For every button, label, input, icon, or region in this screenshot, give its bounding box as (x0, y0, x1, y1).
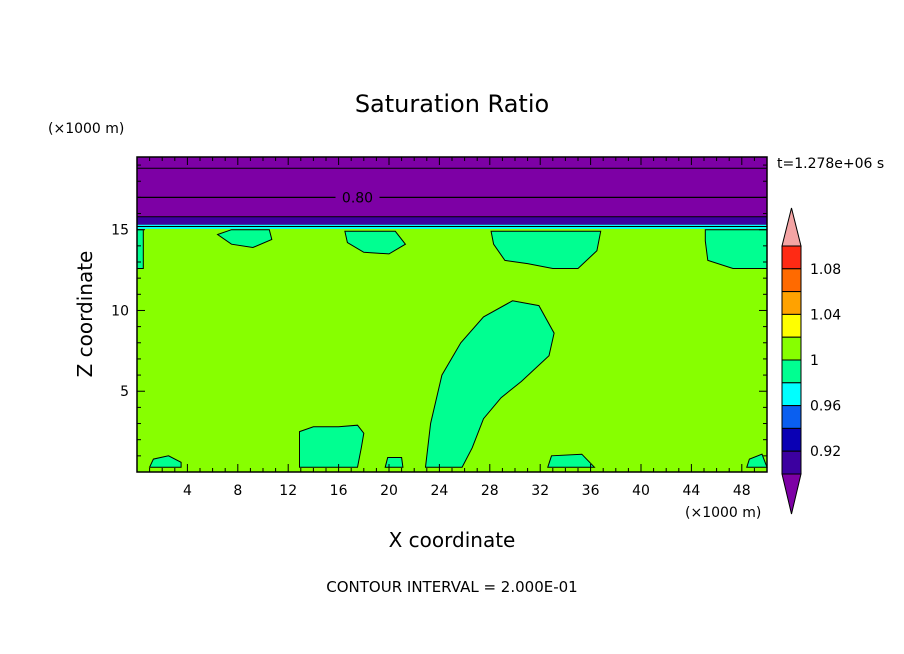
colorbar-bin (781, 245, 802, 270)
x-tick-label: 4 (183, 483, 192, 499)
region-upper-2 (344, 230, 407, 255)
colorbar-bin (781, 382, 802, 407)
time-label: t=1.278e+06 s (777, 156, 884, 172)
x-tick-label: 44 (682, 483, 700, 499)
colorbar-bin (781, 268, 802, 293)
layer-1 (137, 216, 767, 225)
y-unit-label: (×1000 m) (48, 121, 124, 137)
region-low-cell (299, 424, 365, 468)
colorbar-label: 0.96 (810, 399, 841, 415)
x-axis-label: X coordinate (389, 528, 516, 552)
x-unit-label: (×1000 m) (685, 505, 761, 521)
y-axis-ticks: 5 10 15 (111, 164, 767, 457)
colorbar-bin (781, 291, 802, 315)
x-tick-label: 32 (531, 483, 549, 499)
y-tick-label: 5 (120, 384, 129, 400)
region-bottom-4 (384, 457, 404, 468)
colorbar-label: 1.08 (810, 262, 841, 278)
contour-interval-note: CONTOUR INTERVAL = 2.000E-01 (326, 578, 577, 596)
colorbar-over-arrow (781, 207, 802, 247)
y-tick-label: 10 (111, 303, 129, 319)
contour-label: 0.80 (342, 190, 373, 206)
colorbar-bin (781, 313, 802, 338)
colorbar-label: 0.92 (810, 444, 841, 460)
x-tick-label: 28 (481, 483, 499, 499)
x-axis-ticks: 4 8 12 16 20 24 28 32 36 40 44 48 (136, 157, 768, 499)
x-tick-label: 40 (632, 483, 650, 499)
colorbar-bin (781, 336, 802, 361)
x-tick-label: 16 (330, 483, 348, 499)
y-tick-label: 15 (111, 223, 129, 239)
chart-title: Saturation Ratio (355, 90, 549, 118)
colorbar-label: 1 (810, 353, 819, 369)
layer-0 (137, 157, 767, 217)
colorbar-bin (781, 427, 802, 452)
region-left-edge (136, 229, 144, 269)
region-bottom-3 (746, 453, 768, 468)
colorbar-bin (781, 405, 802, 429)
region-upper-1 (216, 229, 273, 249)
colorbar: 1.08 1.04 1 0.96 0.92 (781, 207, 841, 515)
x-tick-label: 24 (430, 483, 448, 499)
x-tick-label: 20 (380, 483, 398, 499)
x-tick-label: 12 (279, 483, 297, 499)
colorbar-bin (781, 450, 802, 475)
region-plume (424, 300, 555, 468)
region-upper-3 (490, 230, 602, 269)
colorbar-under-arrow (781, 473, 802, 515)
plot-area: 0.80 (136, 156, 768, 473)
region-bottom-1 (148, 455, 182, 468)
x-tick-label: 36 (582, 483, 600, 499)
region-bottom-2 (547, 453, 596, 468)
colorbar-label: 1.04 (810, 307, 841, 323)
x-tick-label: 8 (233, 483, 242, 499)
colorbar-bin (781, 359, 802, 384)
x-tick-label: 48 (733, 483, 751, 499)
y-axis-label: Z coordinate (73, 251, 97, 378)
region-upper-4 (704, 229, 768, 269)
